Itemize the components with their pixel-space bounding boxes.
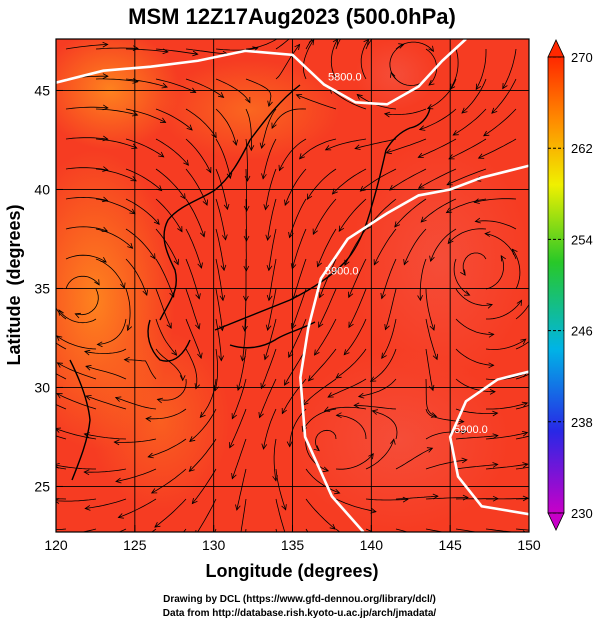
y-tick-label: 25 <box>34 478 50 494</box>
streamline-arrow <box>24 527 29 532</box>
streamline <box>306 529 329 564</box>
x-tick-label: 145 <box>438 537 462 553</box>
y-axis-label: Latitude (degrees) <box>4 204 24 365</box>
streamline-arrow <box>157 555 162 560</box>
y-tick-label: 45 <box>34 82 50 98</box>
streamline <box>157 529 186 560</box>
streamline-arrow <box>36 321 41 327</box>
streamline-arrow <box>462 533 467 538</box>
colorbar-tick-label: 230 <box>571 506 593 521</box>
x-axis-label: Longitude (degrees) <box>205 561 378 581</box>
x-tick-label: 140 <box>360 537 384 553</box>
streamline-arrow <box>238 535 243 540</box>
colorbar: 230 238 246 254 262 270 <box>548 40 593 530</box>
colorbar-body <box>548 57 564 513</box>
footer-dcl-credit: Drawing by DCL (https://www.gfd-dennou.o… <box>0 594 599 605</box>
colorbar-tick-label: 270 <box>571 50 593 65</box>
colorbar-tick-label: 238 <box>571 415 593 430</box>
streamline-arrow <box>533 283 538 288</box>
x-tick-label: 135 <box>281 537 305 553</box>
streamline-arrow <box>27 423 33 428</box>
y-tick-label: 30 <box>34 379 50 395</box>
streamline-arrow <box>492 532 497 537</box>
streamline-arrow <box>197 561 202 567</box>
contour-label: 5800.0 <box>328 72 362 84</box>
streamline-arrow <box>32 355 37 360</box>
streamline-arrow <box>25 458 31 463</box>
streamline-arrow <box>24 493 29 498</box>
contour-label: 5900.0 <box>325 266 359 278</box>
streamline-arrow <box>279 34 285 39</box>
streamline-arrow <box>553 529 558 534</box>
colorbar-tick-label: 246 <box>571 324 593 339</box>
colorbar-tick-label: 262 <box>571 141 593 156</box>
footer-data-source: Data from http://database.rish.kyoto-u.a… <box>0 608 599 619</box>
x-tick-label: 125 <box>123 537 147 553</box>
streamline-arrow <box>50 282 55 288</box>
x-tick-label: 130 <box>202 537 226 553</box>
y-tick-label: 40 <box>34 181 50 197</box>
colorbar-tick-label: 254 <box>571 232 593 247</box>
colorbar-max-arrow <box>548 40 564 57</box>
streamline-arrow <box>431 536 436 541</box>
x-tick-label: 120 <box>44 537 68 553</box>
colorbar-min-arrow <box>548 513 564 530</box>
temperature-field: 5800.0 5900.0 5900.0 <box>15 17 558 571</box>
chart-title: MSM 12Z17Aug2023 (500.0hPa) <box>128 4 456 29</box>
y-tick-label: 35 <box>34 280 50 296</box>
contour-label: 5900.0 <box>454 424 488 436</box>
streamline-arrow <box>87 540 93 545</box>
streamline-arrow <box>399 541 405 546</box>
streamline-arrow <box>542 322 547 328</box>
x-tick-label: 150 <box>517 537 541 553</box>
